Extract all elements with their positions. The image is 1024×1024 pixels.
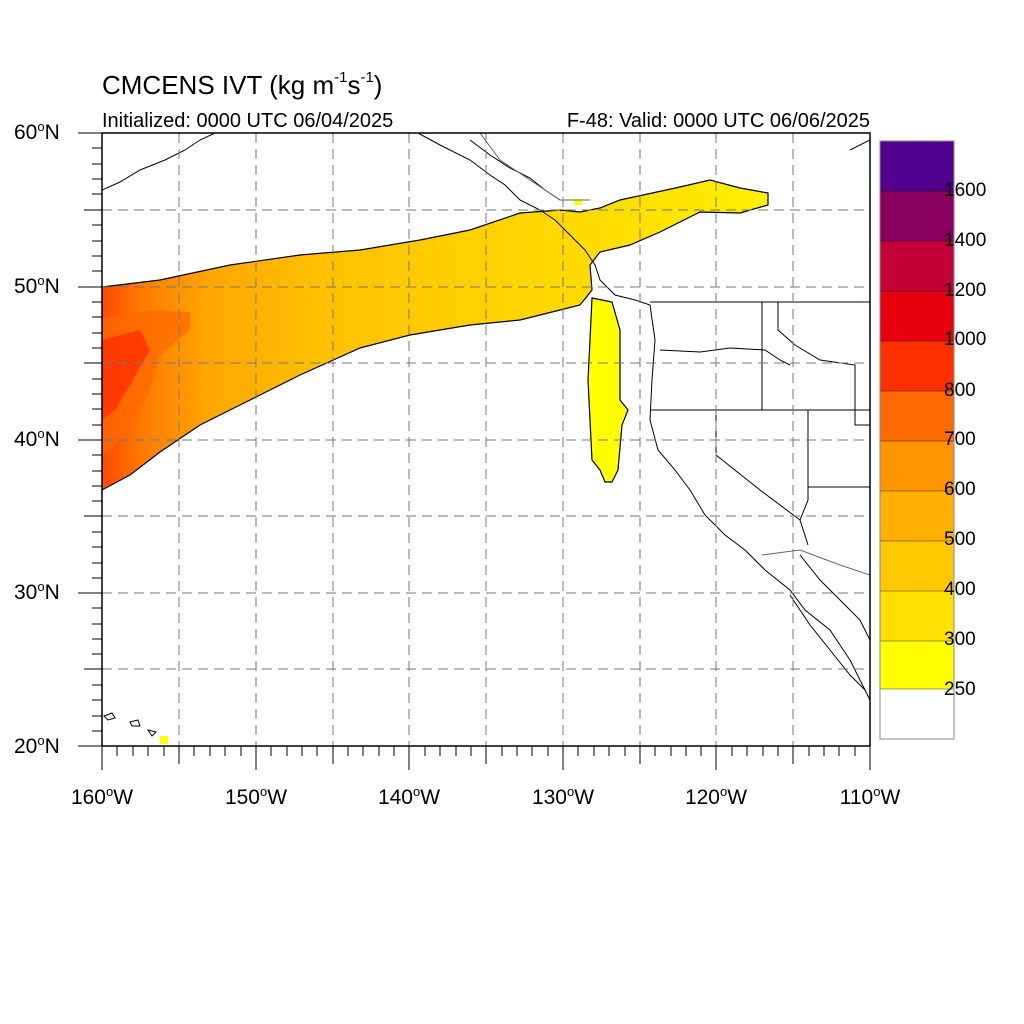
colorbar-label-400: 400 (944, 579, 976, 600)
coastline-baja-tip (789, 594, 866, 691)
border-us-mexico (761, 549, 870, 576)
ivt-plume-finger (587, 297, 629, 483)
chart-title: CMCENS IVT (kg m-1s-1) (102, 69, 383, 100)
border-nv-ut (799, 410, 809, 521)
ivt-blob-gulf (574, 199, 582, 205)
colorbar-label-600: 600 (944, 479, 976, 500)
border-ca-nv (715, 410, 809, 546)
island-oahu (129, 719, 141, 727)
island-kauai (103, 712, 116, 721)
lat-label-60: 60oN (14, 119, 60, 144)
coastline-west-coast (649, 304, 870, 701)
lon-label-130w: 130oW (531, 784, 595, 809)
island-maui (146, 729, 157, 737)
lat-label-50: 50oN (14, 273, 60, 298)
colorbar-label-1400: 1400 (944, 230, 987, 251)
ivt-plume-max (102, 330, 150, 420)
colorbar-label-250: 250 (944, 679, 976, 700)
lat-label-40: 40oN (14, 426, 60, 451)
lon-label-120w: 120oW (684, 784, 748, 809)
colorbar-label-300: 300 (944, 629, 976, 650)
init-time-label: Initialized: 0000 UTC 06/04/2025 (102, 110, 394, 132)
ivt-blob-hawaii (160, 736, 168, 744)
coastline-gulf-of-alaska (417, 133, 556, 221)
colorbar (879, 140, 955, 740)
border-alaska-canada (479, 133, 590, 201)
lon-label-140w: 140oW (377, 784, 441, 809)
border-wa-or (659, 347, 791, 366)
coastline-nw-corner (849, 139, 870, 151)
colorbar-label-700: 700 (944, 429, 976, 450)
colorbar-label-1600: 1600 (944, 180, 987, 201)
coastline-alaska-west (102, 133, 216, 191)
colorbar-label-800: 800 (944, 380, 976, 401)
colorbar-label-500: 500 (944, 529, 976, 550)
lon-label-160w: 160oW (70, 784, 134, 809)
axis-ticks (78, 132, 871, 770)
valid-time-label: F-48: Valid: 0000 UTC 06/06/2025 (566, 110, 870, 132)
colorbar-label-1200: 1200 (944, 280, 987, 301)
ivt-plume-main (102, 179, 769, 491)
lat-label-20: 20oN (14, 733, 60, 758)
coastline-british-columbia (554, 219, 651, 306)
lon-label-150w: 150oW (224, 784, 288, 809)
lon-label-110w: 110oW (839, 784, 901, 809)
lat-label-30: 30oN (14, 579, 60, 604)
colorbar-label-1000: 1000 (944, 329, 987, 350)
coastline-baja-gulf (799, 554, 870, 641)
border-id-east (777, 302, 870, 426)
